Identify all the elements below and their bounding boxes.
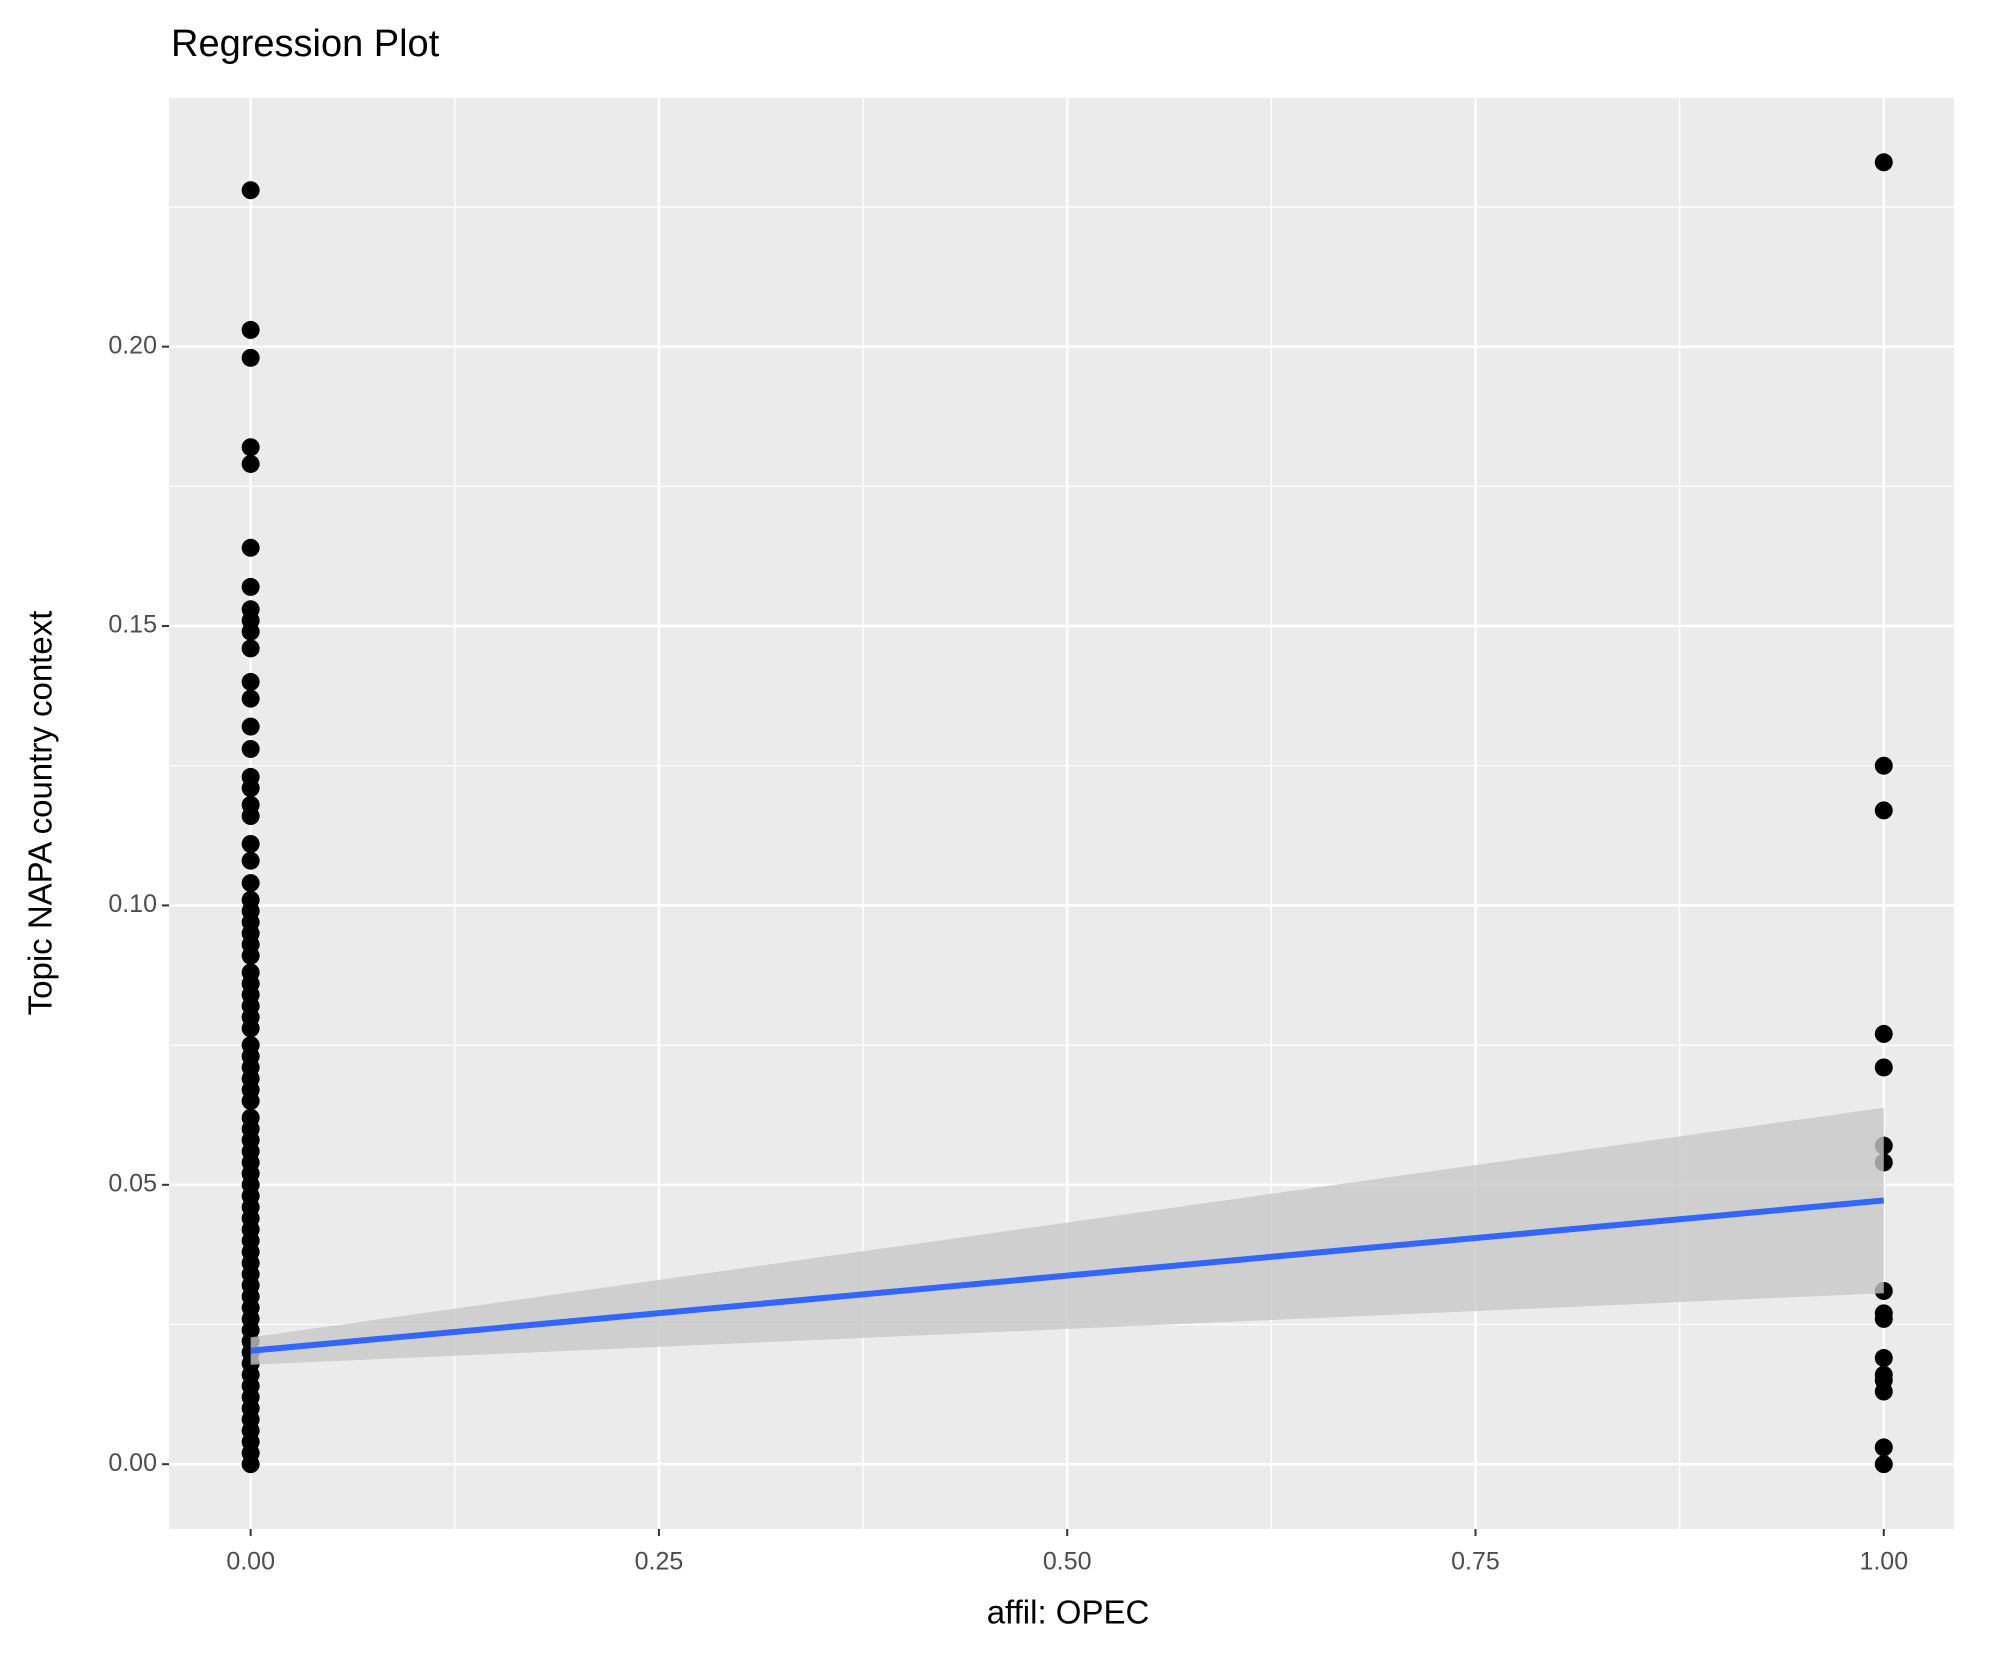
point [241,622,260,641]
point [1874,1309,1893,1328]
marks [241,153,1893,1474]
point [241,348,260,367]
regression-line [250,1197,1885,1354]
point [241,1019,260,1038]
point [241,454,260,473]
x-axis-title: affil: OPEC [987,1594,1150,1631]
point [241,438,260,457]
y-tick-label: 0.10 [108,890,157,918]
point [241,851,260,870]
point [241,639,260,658]
point [241,181,260,200]
point [1874,1024,1893,1043]
confidence-band [250,1107,1884,1365]
point [241,779,260,798]
x-tick-label: 0.50 [1043,1548,1092,1576]
point [241,577,260,596]
point [241,739,260,758]
point [241,874,260,893]
point [241,1455,260,1474]
point [1874,801,1893,820]
point [1874,1455,1893,1474]
point [1874,1058,1893,1077]
y-tick-label: 0.20 [108,331,157,359]
point [241,807,260,826]
point [241,834,260,853]
x-tick-label: 1.00 [1859,1548,1908,1576]
y-axis-title: Topic NAPA country context [22,611,59,1016]
point [241,689,260,708]
point [241,672,260,691]
y-tick-label: 0.00 [108,1449,157,1477]
point [241,717,260,736]
point [241,538,260,557]
y-tick-label: 0.15 [108,611,157,639]
point [241,946,260,965]
x-tick-label: 0.75 [1451,1548,1500,1576]
point [241,1091,260,1110]
point [1874,756,1893,775]
x-tick-label: 0.00 [226,1548,275,1576]
point [241,320,260,339]
point [1874,153,1893,172]
y-tick-label: 0.05 [108,1169,157,1197]
x-tick-label: 0.25 [635,1548,684,1576]
chart-title: Regression Plot [171,23,440,65]
point [1874,1438,1893,1457]
point [1874,1349,1893,1368]
point [1874,1382,1893,1401]
